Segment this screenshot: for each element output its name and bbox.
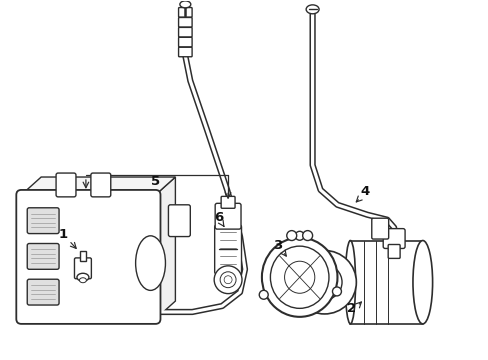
Ellipse shape [284, 261, 314, 293]
Circle shape [224, 276, 232, 284]
Polygon shape [21, 177, 175, 195]
Circle shape [295, 231, 304, 240]
FancyBboxPatch shape [215, 203, 241, 229]
FancyBboxPatch shape [27, 279, 59, 305]
Circle shape [306, 265, 341, 300]
Bar [80, 251, 86, 261]
FancyBboxPatch shape [221, 196, 235, 208]
Ellipse shape [180, 1, 190, 8]
Ellipse shape [345, 240, 355, 324]
FancyBboxPatch shape [91, 173, 111, 197]
FancyBboxPatch shape [371, 218, 388, 239]
FancyBboxPatch shape [74, 258, 91, 279]
Ellipse shape [262, 238, 337, 317]
Ellipse shape [270, 246, 328, 309]
FancyBboxPatch shape [56, 173, 76, 197]
Ellipse shape [412, 240, 432, 324]
Circle shape [214, 266, 242, 294]
Circle shape [318, 276, 330, 289]
FancyBboxPatch shape [168, 205, 190, 237]
FancyBboxPatch shape [178, 37, 192, 47]
Circle shape [259, 290, 267, 299]
FancyBboxPatch shape [178, 8, 192, 17]
Circle shape [332, 287, 341, 296]
FancyBboxPatch shape [178, 47, 192, 57]
Ellipse shape [79, 278, 86, 283]
Ellipse shape [305, 5, 319, 14]
FancyBboxPatch shape [178, 27, 192, 37]
Circle shape [286, 231, 296, 240]
Polygon shape [155, 177, 175, 319]
Text: 1: 1 [59, 228, 67, 241]
Text: 5: 5 [151, 175, 160, 189]
FancyBboxPatch shape [214, 225, 241, 274]
Circle shape [302, 231, 312, 240]
FancyBboxPatch shape [383, 229, 404, 248]
Ellipse shape [77, 273, 89, 281]
Polygon shape [276, 272, 293, 292]
FancyBboxPatch shape [27, 243, 59, 269]
Text: 3: 3 [273, 239, 282, 252]
FancyBboxPatch shape [27, 208, 59, 234]
Text: 2: 2 [346, 302, 355, 315]
Text: 4: 4 [360, 185, 369, 198]
FancyBboxPatch shape [387, 244, 399, 258]
Circle shape [292, 251, 356, 314]
FancyBboxPatch shape [16, 190, 160, 324]
Text: 6: 6 [214, 211, 224, 224]
Circle shape [220, 272, 236, 288]
Ellipse shape [135, 236, 165, 291]
FancyBboxPatch shape [178, 18, 192, 27]
